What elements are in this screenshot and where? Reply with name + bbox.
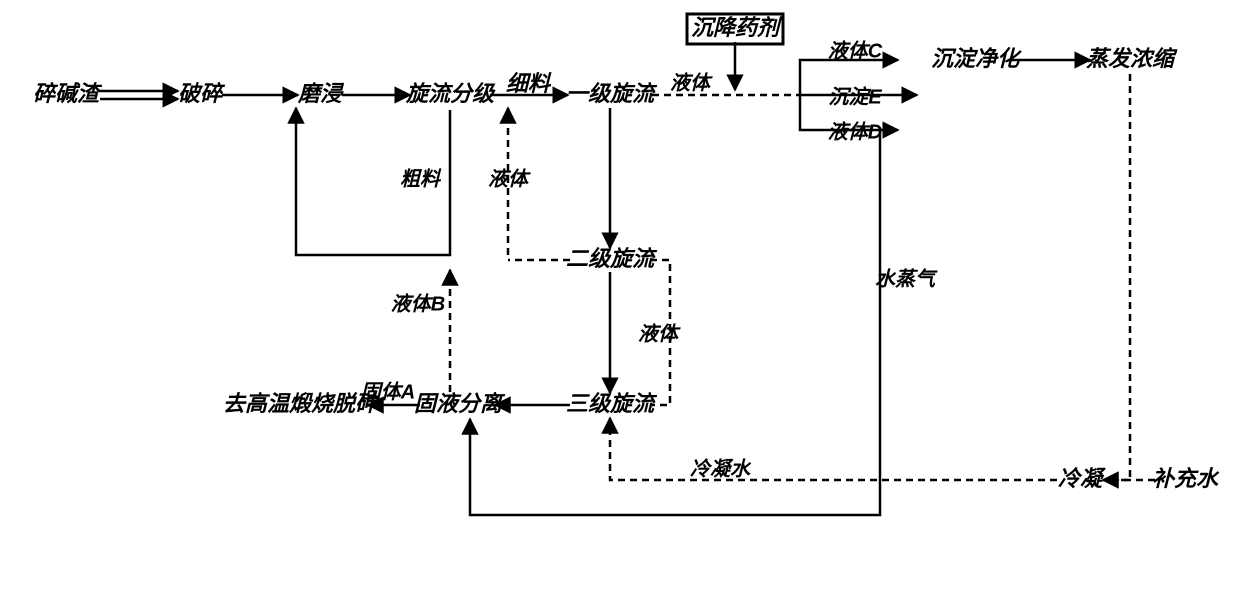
node-toCalcine: 去高温煅烧脱砷	[223, 391, 380, 416]
label-precE: 沉淀E	[828, 85, 882, 108]
node-evap: 蒸发浓缩	[1086, 46, 1178, 71]
node-leach: 磨浸	[297, 81, 345, 106]
flowchart-canvas: 碎碱渣 破碎 磨浸 旋流分级细料一级旋流 沉降药剂二级旋流三级旋流 固液分离 去高温煅烧脱砷…	[0, 0, 1240, 616]
label-condWater: 冷凝水	[690, 457, 752, 480]
label-coarse: 粗料	[400, 167, 442, 190]
node-makeup: 补充水	[1152, 466, 1220, 491]
node-fine: 细料	[506, 71, 552, 96]
label-liquidD: 液体D	[828, 120, 882, 143]
label-liquid1: 液体	[670, 71, 713, 94]
node-cyc1: 一级旋流	[566, 81, 658, 106]
node-sls: 固液分离	[414, 391, 506, 416]
node-agentBox: 沉降药剂	[691, 15, 783, 40]
nodes: 碎碱渣 破碎 磨浸 旋流分级细料一级旋流 沉降药剂二级旋流三级旋流 固液分离 去高温煅烧脱砷…	[33, 14, 1220, 491]
node-cyc2: 二级旋流	[566, 246, 658, 271]
node-purify: 沉淀净化	[931, 46, 1022, 71]
label-liquid23: 液体	[638, 322, 681, 345]
label-solidA: 固体A	[361, 380, 415, 403]
node-condense: 冷凝	[1058, 466, 1106, 491]
node-input: 碎碱渣	[33, 81, 103, 106]
node-cyc3: 三级旋流	[566, 391, 658, 416]
node-cyclone: 旋流分级	[405, 81, 496, 106]
label-liquidMid: 液体	[488, 167, 531, 190]
label-steam: 水蒸气	[875, 267, 938, 290]
label-liquidC: 液体C	[828, 39, 883, 62]
label-liquidB: 液体B	[391, 292, 445, 315]
edges	[100, 42, 1155, 515]
node-crush: 破碎	[178, 81, 226, 106]
